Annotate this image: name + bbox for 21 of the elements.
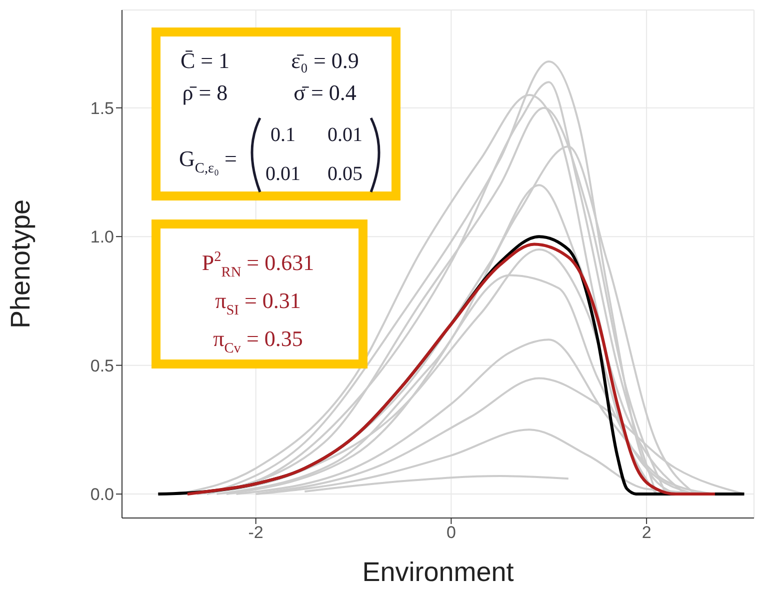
annotation: π$_{Cv}$ = 0.35: [213, 326, 303, 357]
y-tick-label: 0.0: [90, 485, 114, 504]
y-tick-label: 0.5: [90, 356, 114, 376]
y-axis-title: Phenotype: [6, 199, 36, 329]
x-tick-label: -2: [248, 523, 264, 542]
x-tick-label: 2: [642, 523, 652, 542]
annotation: ε̄₀ = 0.9: [291, 48, 359, 73]
annotation: C̄ = 1: [180, 48, 230, 73]
y-tick-label: 1.5: [90, 98, 114, 118]
annotation: P$^{2}$$_{RN}$ = 0.631: [202, 249, 314, 281]
annotation: π$_{SI}$ = 0.31: [215, 288, 301, 319]
annotation: ρ̄ = 8: [182, 80, 228, 105]
y-tick-label: 1.0: [90, 228, 114, 247]
annotation: σ̄ = 0.4: [294, 80, 356, 105]
annotation: 0.01: [266, 163, 300, 185]
annotation: G$_{C,ε₀}$ =: [179, 146, 237, 177]
annotation: 0.05: [328, 163, 362, 185]
x-axis-title: Environment: [362, 557, 514, 587]
x-tick-label: 0: [446, 523, 456, 542]
annotation: 0.1: [270, 124, 296, 146]
annotation: 0.01: [328, 124, 362, 146]
